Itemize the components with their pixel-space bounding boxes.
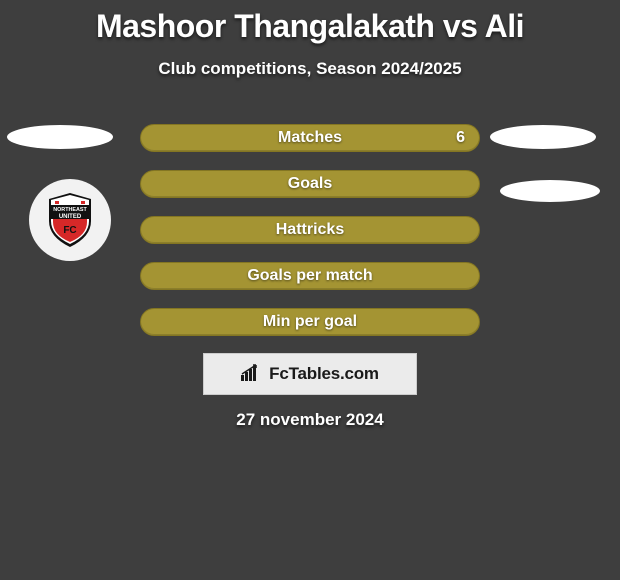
northeast-united-logo-icon: NORTHEAST UNITED FC bbox=[45, 191, 95, 249]
stat-label: Hattricks bbox=[276, 221, 344, 239]
page-title: Mashoor Thangalakath vs Ali bbox=[0, 0, 620, 45]
brand-text: FcTables.com bbox=[269, 364, 379, 384]
stat-row: Min per goal bbox=[140, 308, 480, 336]
stat-row: Goals per match bbox=[140, 262, 480, 290]
bars-icon bbox=[241, 363, 263, 386]
ellipse-right-mid bbox=[500, 180, 600, 202]
stat-row: Matches 6 bbox=[140, 124, 480, 152]
stat-label: Min per goal bbox=[263, 313, 357, 331]
ellipse-right-top bbox=[490, 125, 596, 149]
page-subtitle: Club competitions, Season 2024/2025 bbox=[0, 59, 620, 79]
stat-label: Goals per match bbox=[247, 267, 372, 285]
brand-box: FcTables.com bbox=[203, 353, 417, 395]
footer-date: 27 november 2024 bbox=[0, 410, 620, 430]
stat-value-right: 6 bbox=[456, 129, 465, 147]
stats-panel: Matches 6 Goals Hattricks Goals per match Min… bbox=[140, 124, 480, 354]
stat-label: Goals bbox=[288, 175, 332, 193]
stat-row: Goals bbox=[140, 170, 480, 198]
stat-label: Matches bbox=[278, 129, 342, 147]
svg-text:FC: FC bbox=[63, 225, 76, 236]
stat-row: Hattricks bbox=[140, 216, 480, 244]
ellipse-left-top bbox=[7, 125, 113, 149]
svg-text:NORTHEAST: NORTHEAST bbox=[53, 207, 87, 213]
team-badge: NORTHEAST UNITED FC bbox=[29, 179, 111, 261]
